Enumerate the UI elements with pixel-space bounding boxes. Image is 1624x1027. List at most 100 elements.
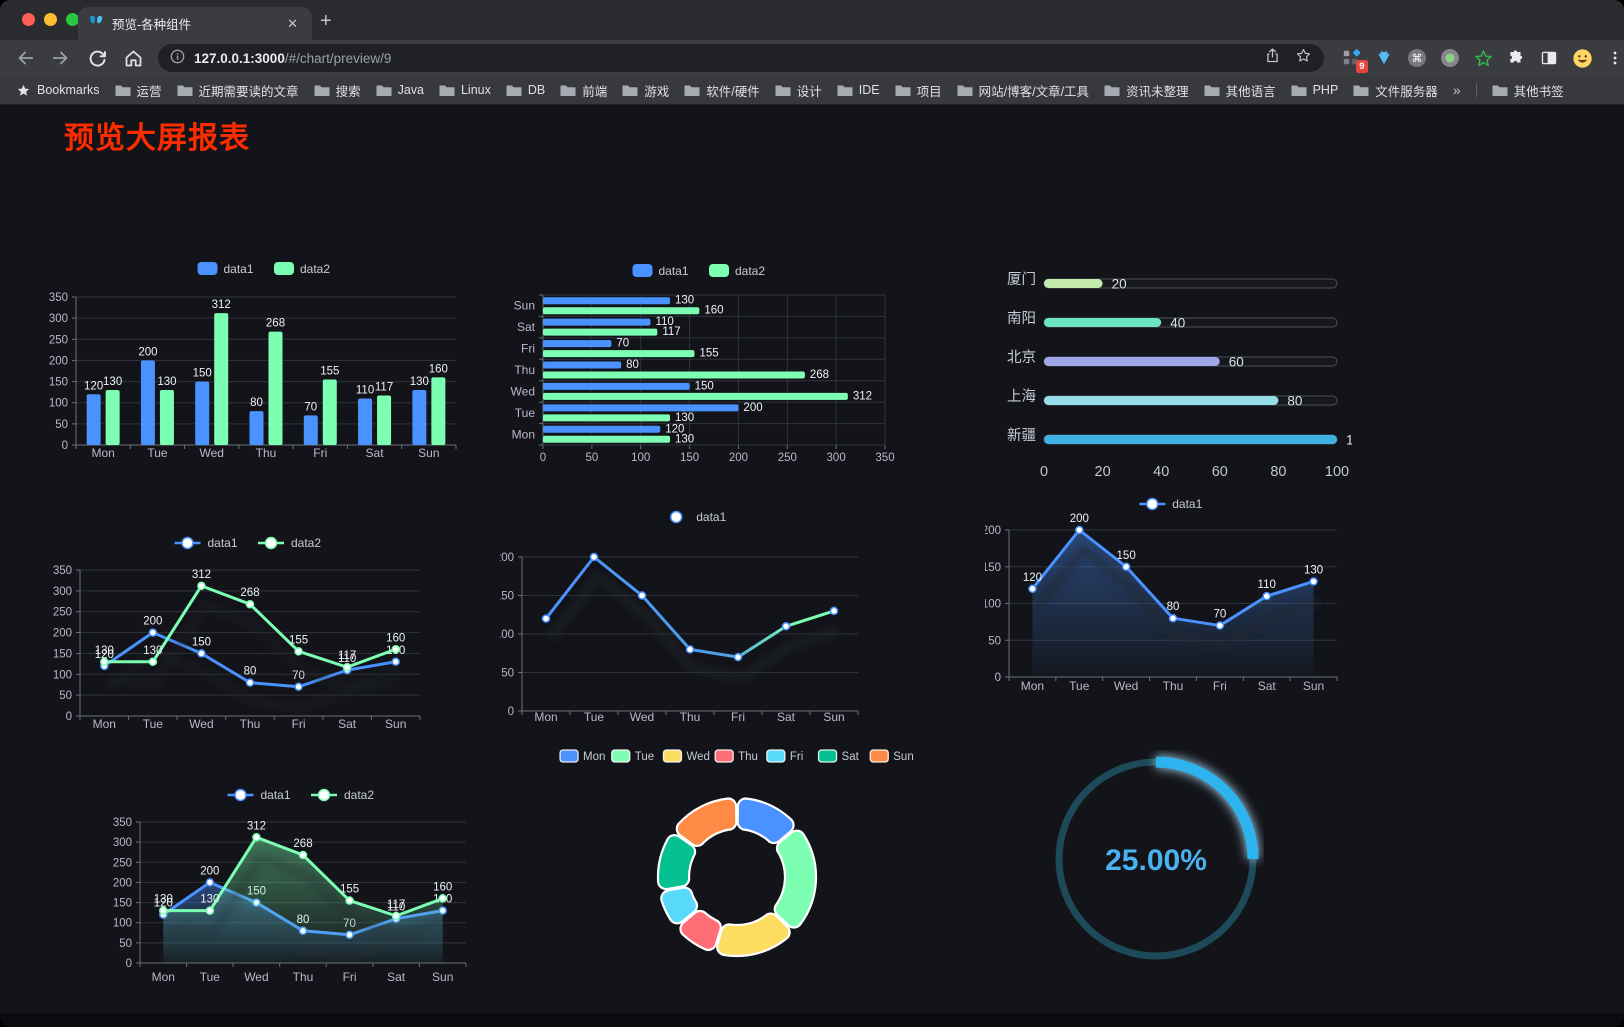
minimize-window-button[interactable] — [44, 13, 57, 26]
svg-text:50: 50 — [55, 419, 68, 431]
y-axis: 0 50 100 150 200 250 300 350 — [49, 292, 456, 452]
svg-text:Sat: Sat — [1258, 679, 1277, 693]
pie-segment-Sat — [656, 834, 697, 891]
extension-grid-icon[interactable]: 9 — [1340, 47, 1368, 73]
svg-text:130: 130 — [95, 645, 114, 657]
extensions-puzzle-icon[interactable] — [1505, 47, 1527, 69]
close-window-button[interactable] — [22, 13, 35, 26]
site-info-icon[interactable] — [170, 49, 185, 67]
home-button[interactable] — [118, 43, 148, 73]
svg-text:80: 80 — [1287, 394, 1302, 409]
svg-text:155: 155 — [320, 365, 339, 377]
bookmark-folder[interactable]: DB — [506, 83, 545, 97]
other-bookmarks-folder[interactable]: 其他书签 — [1492, 81, 1564, 100]
svg-text:Sat: Sat — [387, 970, 406, 984]
svg-text:data2: data2 — [344, 788, 374, 802]
svg-text:Wed: Wed — [189, 717, 213, 731]
svg-text:Tue: Tue — [147, 446, 168, 460]
bookmark-folder[interactable]: 设计 — [775, 81, 822, 100]
legend: data1 data2 — [632, 264, 765, 278]
svg-text:50: 50 — [988, 635, 1001, 647]
svg-text:150: 150 — [192, 636, 211, 648]
svg-text:100: 100 — [500, 629, 514, 641]
reload-button[interactable] — [82, 43, 112, 73]
bookmark-star-icon[interactable] — [1295, 47, 1312, 69]
svg-text:Wed: Wed — [199, 446, 223, 460]
bookmark-folder[interactable]: 游戏 — [622, 81, 669, 100]
profile-avatar[interactable] — [1571, 47, 1593, 69]
svg-text:Mon: Mon — [91, 446, 114, 460]
svg-text:200: 200 — [200, 865, 219, 877]
svg-text:40: 40 — [1153, 464, 1169, 480]
bookmark-folder[interactable]: 资讯未整理 — [1104, 81, 1189, 100]
pie-segment-Mon — [736, 797, 795, 845]
bookmark-folder-label: Linux — [460, 83, 491, 97]
svg-text:150: 150 — [53, 648, 72, 660]
browser-tab[interactable]: 预览-各种组件 ✕ — [78, 7, 312, 40]
svg-text:80: 80 — [626, 359, 639, 371]
x-axis: Mon Tue Wed Thu Fri Sat Sun — [139, 962, 467, 984]
svg-text:Sat: Sat — [842, 751, 860, 763]
extension-record-icon[interactable] — [1439, 47, 1461, 69]
folder-icon — [177, 85, 193, 96]
tab-title: 预览-各种组件 — [112, 18, 192, 32]
bookmark-folder[interactable]: Linux — [439, 83, 491, 97]
bookmark-folder[interactable]: 运营 — [115, 81, 162, 100]
bookmark-folder[interactable]: Java — [376, 83, 424, 97]
folder-icon — [957, 85, 973, 96]
url-bar[interactable]: 127.0.0.1:3000/#/chart/preview/9 — [158, 44, 1324, 72]
new-tab-button[interactable]: + — [320, 10, 332, 32]
bookmark-folder[interactable]: 近期需要读的文章 — [177, 81, 299, 100]
svg-text:0: 0 — [66, 711, 72, 723]
menu-kebab-icon[interactable] — [1604, 47, 1624, 69]
bookmark-folder[interactable]: IDE — [837, 83, 880, 97]
bookmark-folder[interactable]: 项目 — [895, 81, 942, 100]
star-icon — [17, 84, 30, 96]
bookmark-folder[interactable]: 其他语言 — [1204, 81, 1276, 100]
pie-segment-Fri — [660, 886, 699, 925]
svg-text:200: 200 — [729, 452, 748, 464]
svg-text:data2: data2 — [300, 262, 330, 276]
svg-text:250: 250 — [49, 334, 68, 346]
bookmark-folder[interactable]: 网站/博客/文章/工具 — [957, 81, 1089, 100]
folder-icon — [115, 85, 131, 96]
svg-text:312: 312 — [192, 569, 211, 581]
svg-text:data2: data2 — [291, 536, 321, 550]
side-panel-icon[interactable] — [1538, 47, 1560, 69]
svg-text:Fri: Fri — [521, 342, 535, 356]
svg-text:200: 200 — [500, 552, 514, 564]
series-data2: 130 130 312 268 155 117 160 — [103, 299, 448, 445]
back-button[interactable] — [10, 43, 40, 73]
zoom-window-button[interactable] — [66, 13, 79, 26]
folder-icon — [622, 85, 638, 96]
svg-text:Mon: Mon — [1021, 679, 1044, 693]
share-icon[interactable] — [1264, 47, 1281, 69]
bookmarks-overflow-chevron[interactable]: » — [1452, 82, 1461, 98]
svg-text:Mon: Mon — [512, 427, 535, 441]
svg-text:60: 60 — [1229, 355, 1244, 370]
area-line-chart: 0 50 100 150 200 Mon Tue Wed Thu Fri Sat Sun 120 200 1… — [985, 491, 1351, 697]
bookmark-folder[interactable]: 搜索 — [314, 81, 361, 100]
bookmark-folder[interactable]: 软件/硬件 — [684, 81, 760, 100]
svg-text:20: 20 — [1112, 277, 1127, 292]
bookmarks-root[interactable]: Bookmarks — [16, 83, 100, 98]
bookmark-folder[interactable]: 前端 — [560, 81, 607, 100]
svg-text:350: 350 — [875, 452, 894, 464]
extension-command-icon[interactable]: ⌘ — [1406, 47, 1428, 69]
progress-rows: 厦门 20 南阳 40 北京 60 上海 80 新疆 100 0 20 40 60 80 100 — [1007, 271, 1352, 480]
series-data2: 130 130 312 268 155 117 160 — [95, 569, 405, 672]
svg-text:25.00%: 25.00% — [1105, 844, 1207, 877]
svg-text:Tue: Tue — [584, 710, 605, 724]
forward-button[interactable] — [46, 43, 76, 73]
bookmark-folder-label: 搜索 — [335, 84, 361, 99]
extension-gem-icon[interactable] — [1373, 47, 1395, 69]
svg-text:Sun: Sun — [432, 970, 453, 984]
svg-text:130: 130 — [675, 295, 694, 307]
svg-text:117: 117 — [338, 650, 356, 662]
svg-text:250: 250 — [778, 452, 797, 464]
bookmark-folder[interactable]: PHP — [1291, 83, 1338, 97]
pie-segment-Wed — [716, 912, 791, 958]
bookmark-folder[interactable]: 文件服务器 — [1353, 81, 1438, 100]
tab-close-icon[interactable]: ✕ — [287, 15, 298, 31]
extension-green-star-icon[interactable] — [1472, 47, 1494, 69]
